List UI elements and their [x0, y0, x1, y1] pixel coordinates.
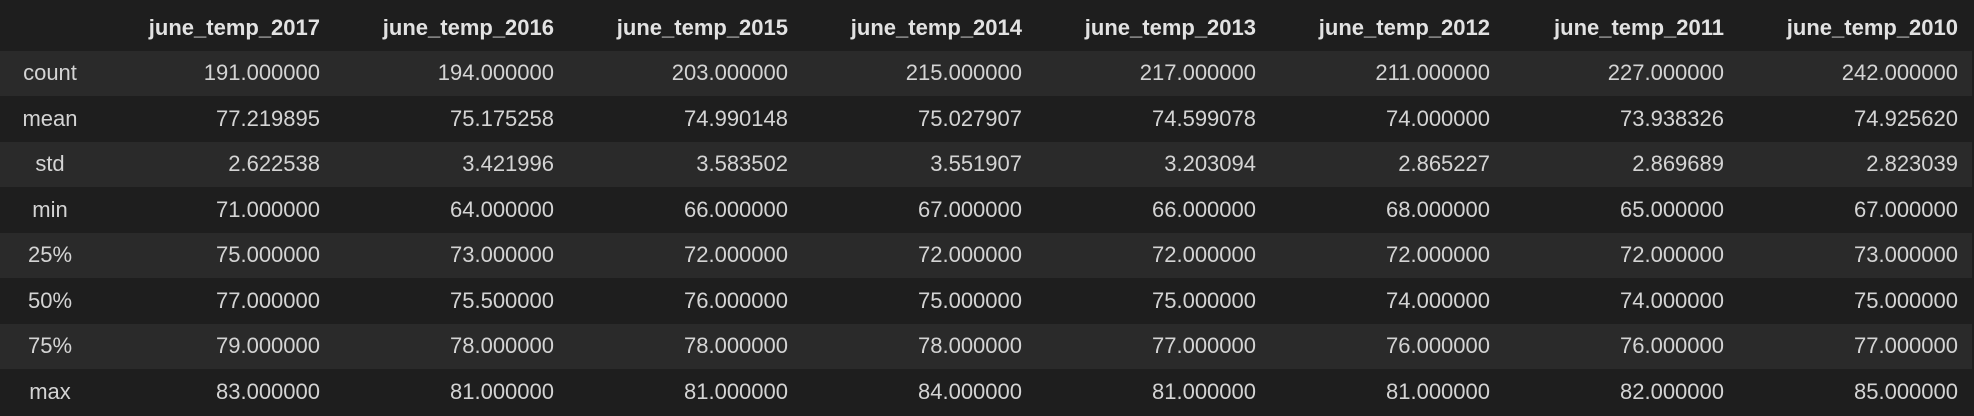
table-cell: 66.000000: [684, 196, 788, 222]
column-header: june_temp_2013: [1084, 14, 1256, 40]
table-cell: 78.000000: [684, 333, 788, 359]
table-cell: 72.000000: [1386, 242, 1490, 268]
table-cell: 76.000000: [1386, 333, 1490, 359]
column-header: june_temp_2016: [382, 14, 554, 40]
table-cell: 215.000000: [905, 60, 1022, 86]
table-cell: 68.000000: [1386, 196, 1490, 222]
table-cell: 72.000000: [684, 242, 788, 268]
row-label: 75%: [27, 333, 73, 359]
table-cell: 81.000000: [450, 378, 554, 404]
table-cell: 77.000000: [216, 287, 320, 313]
row-label: mean: [22, 105, 78, 131]
table-cell: 83.000000: [216, 378, 320, 404]
table-cell: 2.622538: [228, 151, 320, 177]
table-row: max 83.000000 81.000000 81.000000 84.000…: [0, 369, 1972, 415]
table-cell: 75.027907: [918, 105, 1022, 131]
table-cell: 75.000000: [216, 242, 320, 268]
table-cell: 203.000000: [671, 60, 788, 86]
table-cell: 72.000000: [1152, 242, 1256, 268]
table-cell: 72.000000: [1620, 242, 1724, 268]
table-cell: 77.000000: [1152, 333, 1256, 359]
describe-table: june_temp_2017 june_temp_2016 june_temp_…: [0, 5, 1972, 415]
column-header: june_temp_2015: [616, 14, 788, 40]
table-cell: 74.990148: [684, 105, 788, 131]
table-cell: 75.175258: [450, 105, 554, 131]
table-cell: 3.203094: [1164, 151, 1256, 177]
table-cell: 211.000000: [1375, 60, 1490, 86]
table-row: count 191.000000 194.000000 203.000000 2…: [0, 50, 1972, 96]
column-header: june_temp_2011: [1554, 14, 1724, 40]
row-label: 25%: [27, 242, 73, 268]
table-cell: 72.000000: [918, 242, 1022, 268]
table-cell: 65.000000: [1620, 196, 1724, 222]
table-cell: 76.000000: [684, 287, 788, 313]
table-cell: 81.000000: [1152, 378, 1256, 404]
table-cell: 2.865227: [1398, 151, 1490, 177]
row-label: count: [23, 60, 77, 86]
index-header: [0, 5, 100, 51]
table-cell: 74.000000: [1620, 287, 1724, 313]
table-cell: 71.000000: [216, 196, 320, 222]
row-label: max: [29, 378, 71, 404]
table-cell: 73.000000: [1854, 242, 1958, 268]
table-cell: 78.000000: [918, 333, 1022, 359]
table-cell: 74.599078: [1152, 105, 1256, 131]
table-cell: 194.000000: [437, 60, 554, 86]
table-cell: 67.000000: [918, 196, 1022, 222]
table-cell: 73.938326: [1620, 105, 1724, 131]
table-row: std 2.622538 3.421996 3.583502 3.551907 …: [0, 141, 1972, 187]
table-cell: 2.823039: [1866, 151, 1958, 177]
table-cell: 3.551907: [930, 151, 1022, 177]
column-header: june_temp_2017: [148, 14, 320, 40]
table-cell: 217.000000: [1139, 60, 1256, 86]
header-row: june_temp_2017 june_temp_2016 june_temp_…: [0, 5, 1972, 51]
table-row: 50% 77.000000 75.500000 76.000000 75.000…: [0, 278, 1972, 324]
column-header: june_temp_2010: [1786, 14, 1958, 40]
table-cell: 3.421996: [462, 151, 554, 177]
table-cell: 75.000000: [1854, 287, 1958, 313]
table-cell: 82.000000: [1620, 378, 1724, 404]
table-cell: 84.000000: [918, 378, 1022, 404]
row-label: 50%: [27, 287, 73, 313]
row-label: min: [32, 196, 68, 222]
table-cell: 2.869689: [1632, 151, 1724, 177]
table-cell: 75.000000: [918, 287, 1022, 313]
row-label: std: [35, 151, 65, 177]
table-cell: 76.000000: [1620, 333, 1724, 359]
table-cell: 75.500000: [450, 287, 554, 313]
table-cell: 74.000000: [1386, 105, 1490, 131]
table-cell: 242.000000: [1841, 60, 1958, 86]
table-cell: 77.219895: [216, 105, 320, 131]
table-cell: 77.000000: [1854, 333, 1958, 359]
table-cell: 81.000000: [1386, 378, 1490, 404]
table-cell: 66.000000: [1152, 196, 1256, 222]
column-header: june_temp_2014: [850, 14, 1022, 40]
table-cell: 75.000000: [1152, 287, 1256, 313]
table-row: 25% 75.000000 73.000000 72.000000 72.000…: [0, 232, 1972, 278]
table-cell: 74.000000: [1386, 287, 1490, 313]
column-header: june_temp_2012: [1318, 14, 1490, 40]
table-cell: 3.583502: [696, 151, 788, 177]
table-cell: 81.000000: [684, 378, 788, 404]
table-row: mean 77.219895 75.175258 74.990148 75.02…: [0, 96, 1972, 142]
table-cell: 79.000000: [216, 333, 320, 359]
table-row: 75% 79.000000 78.000000 78.000000 78.000…: [0, 323, 1972, 369]
table-row: min 71.000000 64.000000 66.000000 67.000…: [0, 187, 1972, 233]
table-cell: 64.000000: [450, 196, 554, 222]
table-cell: 73.000000: [450, 242, 554, 268]
table-cell: 227.000000: [1607, 60, 1724, 86]
table-cell: 74.925620: [1854, 105, 1958, 131]
table-cell: 78.000000: [450, 333, 554, 359]
table-cell: 85.000000: [1854, 378, 1958, 404]
table-cell: 67.000000: [1854, 196, 1958, 222]
table-cell: 191.000000: [203, 60, 320, 86]
